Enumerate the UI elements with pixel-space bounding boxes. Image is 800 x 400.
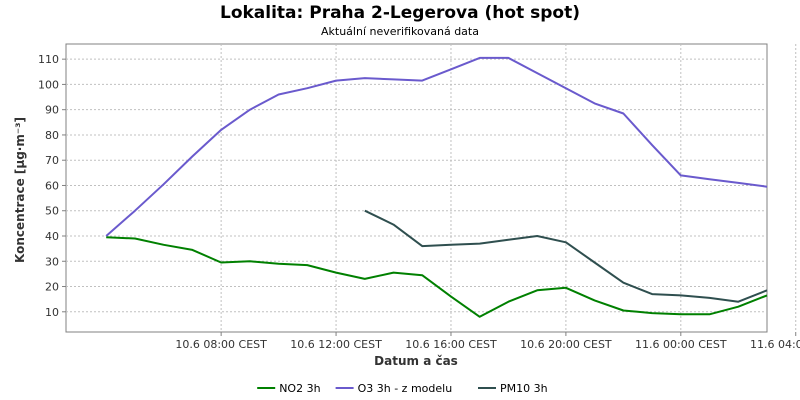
legend-item: NO2 3h xyxy=(257,382,321,395)
legend-label: NO2 3h xyxy=(279,382,320,395)
x-tick-label: 11.6 00:00 CEST xyxy=(635,338,727,351)
chart-title: Lokalita: Praha 2-Legerova (hot spot) xyxy=(220,3,580,23)
x-tick-label: 10.6 08:00 CEST xyxy=(175,338,267,351)
legend-label: O3 3h - z modelu xyxy=(358,382,453,395)
y-tick-label: 40 xyxy=(45,230,59,243)
series-line-o3-3h-z-modelu xyxy=(105,56,768,237)
y-axis-label: Koncentrace [µg·m⁻³] xyxy=(13,117,27,263)
y-tick-label: 60 xyxy=(45,179,59,192)
axes: 10 20 30 40 50 60 70 80 90 100 110 10.6 08:00 CEST 1… xyxy=(38,53,800,351)
y-tick-label: 80 xyxy=(45,129,59,142)
y-tick-label: 110 xyxy=(38,53,59,66)
x-tick-label: 10.6 20:00 CEST xyxy=(520,338,612,351)
series-lines xyxy=(105,56,768,318)
legend-item: O3 3h - z modelu xyxy=(335,382,453,395)
chart-subtitle: Aktuální neverifikovaná data xyxy=(321,25,479,38)
legend-item: PM10 3h xyxy=(478,382,548,395)
series-line-no2-3h xyxy=(106,236,768,318)
y-tick-label: 10 xyxy=(45,306,59,319)
x-tick-label: 10.6 12:00 CEST xyxy=(290,338,382,351)
legend-label: PM10 3h xyxy=(500,382,548,395)
grid-lines xyxy=(66,44,797,332)
x-tick-label: 11.6 04:00 CEST xyxy=(750,338,800,351)
legend: NO2 3h O3 3h - z modelu PM10 3h xyxy=(257,382,548,395)
y-tick-label: 90 xyxy=(45,104,59,117)
y-tick-label: 30 xyxy=(45,255,59,268)
x-tick-label: 10.6 16:00 CEST xyxy=(405,338,497,351)
y-tick-label: 70 xyxy=(45,154,59,167)
y-tick-label: 100 xyxy=(38,78,59,91)
plot-area xyxy=(65,43,768,333)
y-tick-label: 20 xyxy=(45,281,59,294)
x-axis-label: Datum a čas xyxy=(374,354,458,368)
y-tick-label: 50 xyxy=(45,205,59,218)
series-line-pm10-3h xyxy=(364,209,768,303)
